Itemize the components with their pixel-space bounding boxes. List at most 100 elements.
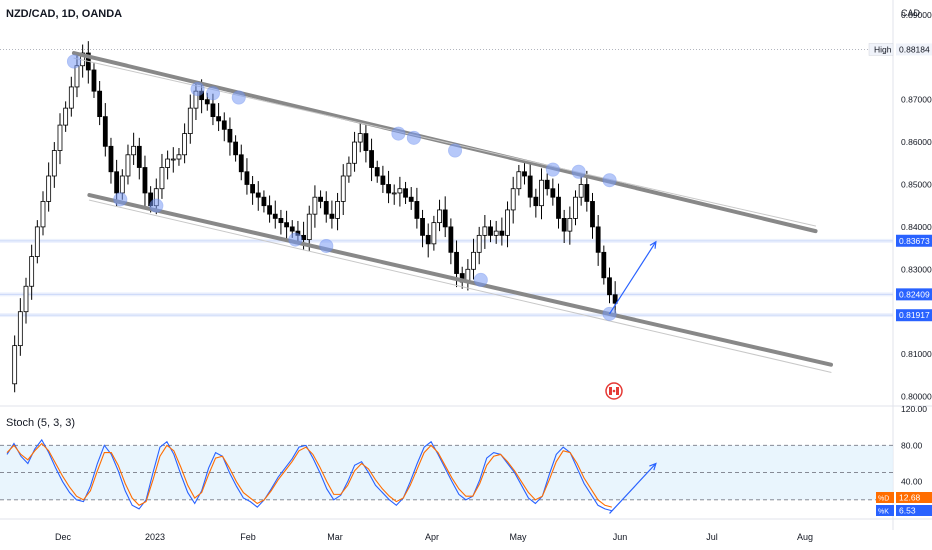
price-label-box xyxy=(896,288,932,301)
candle-up xyxy=(357,133,363,143)
candle-up xyxy=(431,222,437,245)
candle-down xyxy=(204,99,210,105)
pivot-marker xyxy=(66,54,81,69)
candle-down xyxy=(108,145,114,173)
candle-up xyxy=(17,311,23,347)
time-tick-label: Jul xyxy=(706,532,718,542)
candle-down xyxy=(612,294,618,304)
candle-down xyxy=(244,171,250,185)
candle-up xyxy=(131,145,137,156)
price-tick-label: 0.83000 xyxy=(901,264,932,274)
canadian-flag-event-icon xyxy=(605,382,623,400)
candle-down xyxy=(550,188,556,198)
candle-up xyxy=(335,201,340,219)
candle-down xyxy=(261,196,267,207)
candle-up xyxy=(170,158,176,161)
stoch-tick-label: 120.00 xyxy=(901,404,927,414)
candle-down xyxy=(561,218,567,232)
candle-up xyxy=(578,184,584,198)
candle-up xyxy=(306,213,312,241)
stoch-d-value: 12.68 xyxy=(899,493,921,503)
price-tick-label: 0.89000 xyxy=(901,10,932,20)
candle-up xyxy=(29,256,35,287)
candle-down xyxy=(584,184,590,202)
price-label-text: 0.81917 xyxy=(899,310,930,320)
price-tick-label: 0.81000 xyxy=(901,349,932,359)
candle-down xyxy=(114,171,120,194)
candle-up xyxy=(40,201,46,228)
candle-up xyxy=(567,218,573,232)
indicator-title: Stoch (5, 3, 3) xyxy=(6,417,76,429)
pivot-marker xyxy=(206,86,220,101)
candle-up xyxy=(573,196,578,219)
candle-up xyxy=(352,141,357,164)
candle-down xyxy=(403,188,408,198)
candle-down xyxy=(544,179,550,190)
candle-up xyxy=(505,209,510,236)
candle-down xyxy=(488,226,493,236)
candle-down xyxy=(318,196,323,202)
candle-up xyxy=(510,188,516,211)
stoch-tick-label: 80.00 xyxy=(901,440,923,450)
price-label-box xyxy=(896,309,932,322)
candle-down xyxy=(221,120,227,130)
stoch-series-d xyxy=(6,442,613,508)
candle-down xyxy=(284,222,289,228)
candle-down xyxy=(420,218,425,236)
candle-up xyxy=(397,188,403,194)
candle-down xyxy=(210,103,216,118)
stoch-d-value-box xyxy=(896,492,932,503)
price-label-box xyxy=(896,234,932,247)
candle-down xyxy=(363,133,369,151)
projection-arrow-price-head xyxy=(649,240,657,249)
candle-up xyxy=(176,154,182,160)
time-tick-label: May xyxy=(509,532,527,542)
pivot-marker xyxy=(113,192,128,207)
pivot-marker xyxy=(545,162,560,177)
channel-lower-line xyxy=(87,193,833,367)
high-value-box xyxy=(896,43,932,56)
candle-down xyxy=(238,154,244,173)
candle-down xyxy=(595,226,601,253)
candle-down xyxy=(380,175,386,185)
time-tick-label: Dec xyxy=(55,532,72,542)
candle-down xyxy=(601,251,607,279)
candles-group xyxy=(12,41,618,393)
candle-up xyxy=(12,345,18,385)
pivot-marker xyxy=(406,130,421,145)
pivot-marker xyxy=(319,238,334,253)
time-tick-label: Jun xyxy=(613,532,628,542)
stochastic-pane xyxy=(0,438,893,512)
candle-up xyxy=(68,86,74,109)
candle-down xyxy=(136,145,142,168)
candle-down xyxy=(272,213,278,219)
time-tick-label: Aug xyxy=(797,532,813,542)
candle-down xyxy=(533,196,539,207)
candle-up xyxy=(187,107,193,134)
stoch-k-value: 6.53 xyxy=(899,506,916,516)
candle-up xyxy=(159,167,165,190)
time-tick-label: Apr xyxy=(425,532,439,542)
stoch-d-tag: %D xyxy=(878,496,889,503)
candle-down xyxy=(216,116,222,122)
high-label-box xyxy=(868,43,894,56)
candle-down xyxy=(97,90,103,118)
price-tick-label: 0.86000 xyxy=(901,137,932,147)
candle-up xyxy=(125,154,131,177)
candle-down xyxy=(289,226,295,232)
event-icon-leaf xyxy=(612,389,616,393)
candle-down xyxy=(142,167,148,194)
candle-up xyxy=(471,251,476,270)
candle-down xyxy=(442,209,448,228)
candle-up xyxy=(346,162,352,177)
pivot-marker xyxy=(231,90,246,105)
candle-down xyxy=(227,128,233,143)
candle-down xyxy=(267,205,272,215)
price-tick-label: 0.84000 xyxy=(901,222,932,232)
candle-up xyxy=(476,234,482,253)
time-tick-label: Feb xyxy=(240,532,256,542)
candle-down xyxy=(448,226,454,253)
price-label-text: 0.83673 xyxy=(899,236,930,246)
